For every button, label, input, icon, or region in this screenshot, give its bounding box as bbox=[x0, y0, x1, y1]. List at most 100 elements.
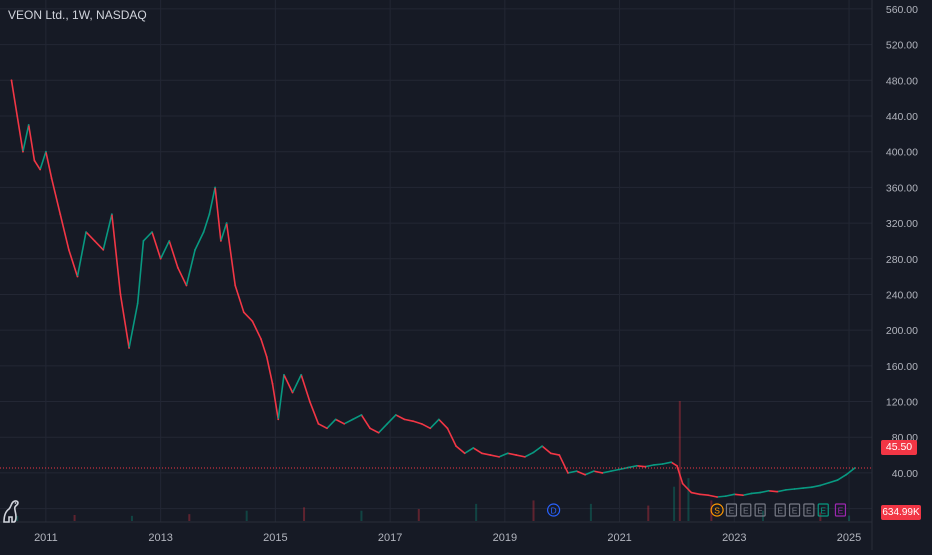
y-tick-label: 160.00 bbox=[886, 361, 918, 373]
price-point bbox=[176, 266, 179, 269]
price-segment bbox=[260, 338, 268, 358]
dividend-marker[interactable] bbox=[547, 503, 561, 517]
price-segment bbox=[369, 427, 379, 434]
price-segment bbox=[243, 311, 253, 322]
price-segment bbox=[676, 465, 684, 484]
price-segment bbox=[464, 447, 474, 454]
price-segment bbox=[645, 464, 655, 468]
price-point bbox=[128, 347, 130, 349]
price-point bbox=[225, 222, 228, 224]
price-point bbox=[661, 463, 664, 465]
price-point bbox=[767, 489, 770, 492]
price-point bbox=[151, 231, 153, 233]
price-segment bbox=[777, 489, 787, 493]
earnings-marker[interactable] bbox=[817, 503, 829, 517]
price-segment bbox=[455, 445, 466, 454]
price-segment bbox=[628, 465, 637, 469]
price-segment bbox=[22, 124, 30, 152]
price-point bbox=[300, 373, 303, 376]
volume-bar bbox=[188, 514, 191, 521]
price-segment bbox=[142, 231, 153, 242]
price-segment bbox=[395, 414, 405, 421]
price-point bbox=[635, 464, 638, 467]
y-tick-label: 560.00 bbox=[886, 4, 918, 16]
price-segment bbox=[576, 470, 586, 476]
earnings-marker[interactable] bbox=[834, 503, 847, 517]
price-segment bbox=[481, 452, 491, 456]
price-segment bbox=[159, 240, 170, 260]
price-segment bbox=[845, 467, 856, 476]
price-point bbox=[265, 356, 268, 358]
price-segment bbox=[490, 454, 500, 458]
price-point bbox=[724, 495, 727, 498]
price-segment bbox=[541, 445, 552, 454]
price-point bbox=[403, 418, 406, 421]
price-segment bbox=[404, 418, 414, 422]
price-segment bbox=[516, 454, 526, 458]
price-point bbox=[601, 472, 604, 474]
price-segment bbox=[251, 320, 262, 340]
y-tick-label: 120.00 bbox=[886, 397, 918, 409]
volume-bar bbox=[819, 512, 822, 521]
earnings-marker[interactable] bbox=[803, 503, 815, 517]
price-point bbox=[277, 418, 280, 421]
price-segment bbox=[682, 483, 692, 494]
event-marker-letter: E bbox=[820, 506, 826, 516]
event-marker-letter: E bbox=[792, 506, 798, 516]
price-segment bbox=[151, 231, 162, 260]
price-segment bbox=[68, 249, 79, 277]
price-point bbox=[50, 177, 53, 180]
price-point bbox=[836, 479, 839, 481]
price-segment bbox=[10, 80, 19, 117]
price-point bbox=[208, 213, 211, 216]
price-point bbox=[308, 400, 311, 403]
price-point bbox=[386, 422, 389, 425]
price-point bbox=[653, 463, 655, 466]
price-segment bbox=[177, 267, 188, 286]
volume-bar bbox=[673, 486, 676, 521]
price-point bbox=[343, 422, 346, 425]
price-point bbox=[214, 186, 217, 189]
split-marker[interactable] bbox=[710, 503, 724, 517]
x-tick-label: 2015 bbox=[263, 532, 287, 544]
price-point bbox=[707, 494, 710, 497]
price-point bbox=[802, 487, 805, 489]
earnings-marker[interactable] bbox=[740, 503, 752, 517]
price-segment bbox=[202, 213, 211, 233]
earnings-marker[interactable] bbox=[774, 503, 786, 517]
price-segment bbox=[271, 383, 280, 420]
price-segment bbox=[378, 423, 388, 434]
price-point bbox=[394, 414, 397, 416]
price-segment bbox=[343, 418, 354, 425]
price-point bbox=[575, 470, 578, 473]
earnings-marker[interactable] bbox=[788, 503, 801, 517]
price-point bbox=[202, 231, 205, 233]
price-point bbox=[271, 382, 274, 385]
price-segment bbox=[438, 418, 449, 429]
earnings-marker[interactable] bbox=[754, 503, 766, 517]
price-segment bbox=[352, 414, 362, 421]
event-marker-letter: E bbox=[757, 506, 763, 516]
price-segment bbox=[234, 285, 245, 313]
price-point bbox=[690, 491, 693, 494]
price-point bbox=[102, 248, 105, 251]
price-point bbox=[584, 473, 587, 476]
volume-bar bbox=[360, 510, 363, 521]
price-segment bbox=[636, 464, 646, 468]
price-segment bbox=[768, 489, 778, 493]
event-marker-letter: E bbox=[777, 506, 783, 516]
price-point bbox=[532, 451, 535, 454]
price-segment bbox=[828, 479, 838, 484]
price-segment bbox=[699, 493, 709, 497]
price-point bbox=[16, 115, 19, 117]
event-marker-letter: E bbox=[743, 506, 749, 516]
tradingview-logo-icon[interactable] bbox=[0, 495, 22, 525]
price-segment bbox=[734, 493, 744, 497]
price-point bbox=[676, 464, 678, 467]
price-point bbox=[360, 414, 363, 416]
earnings-marker[interactable] bbox=[725, 503, 738, 517]
price-point bbox=[168, 240, 171, 242]
y-tick-label: 280.00 bbox=[886, 254, 918, 266]
